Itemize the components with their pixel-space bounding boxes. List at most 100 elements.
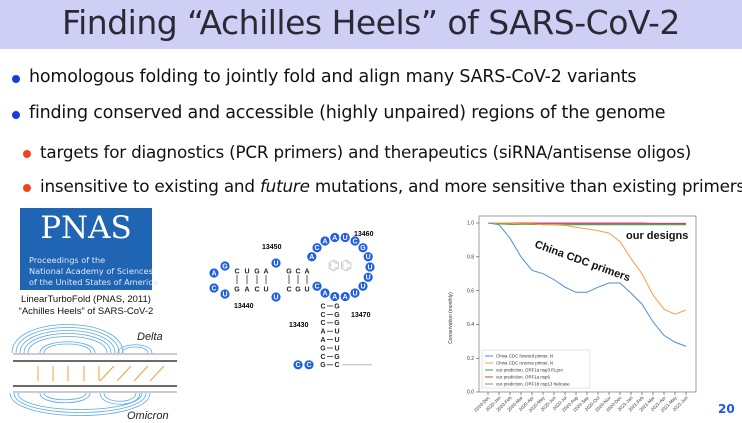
nucleotide-C: C [254, 286, 259, 293]
nucleotide-U: U [244, 268, 249, 275]
nucleotide-C: C [352, 238, 357, 245]
unpaired-nucleotide-circle [358, 243, 368, 253]
nucleotide-A: A [322, 238, 327, 245]
bullet-4-emphasis: future [259, 176, 310, 196]
pnas-logo-text: PNAS [40, 210, 132, 246]
nucleotide-A: A [320, 337, 325, 344]
nucleotide-G: G [334, 312, 340, 319]
nucleotide-A: A [343, 294, 348, 301]
unpaired-nucleotide-circle [271, 258, 281, 268]
unpaired-nucleotide-circle [293, 360, 303, 370]
unpaired-nucleotide-circle [307, 252, 317, 262]
label-13460: 13460 [354, 231, 374, 238]
nucleotide-U: U [343, 235, 348, 242]
nucleotide-A: A [322, 290, 327, 297]
nucleotide-G: G [254, 268, 260, 275]
legend-entry: our prediction, ORF1a nsp3 PLpro [496, 368, 563, 373]
nucleotide-U: U [334, 329, 339, 336]
omicron-label: Omicron [127, 410, 169, 422]
series-line-our-prediction-orf1a-nsp3-plpro [487, 222, 686, 226]
nucleotide-C: C [320, 354, 325, 361]
legend-entry: China CDC forword primer, N [496, 354, 553, 359]
label-13430: 13430 [289, 322, 309, 329]
y-tick-label: 0.0 [467, 390, 474, 396]
bullet-dot [12, 111, 20, 119]
unpaired-nucleotide-circle [220, 261, 230, 271]
bullet-1: homologous folding to jointly fold and a… [29, 67, 637, 87]
nucleotide-U: U [273, 294, 278, 301]
unpaired-nucleotide-circle [312, 281, 322, 291]
nucleotide-C: C [320, 303, 325, 310]
pnas-subtitle-line: of the United States of America [29, 277, 158, 287]
nucleotide-G: G [334, 354, 340, 361]
unpaired-nucleotide-circle [350, 288, 360, 298]
nucleotide-A: A [309, 254, 314, 261]
nucleotide-G: G [320, 362, 326, 369]
y-tick-label: 0.6 [467, 288, 474, 294]
nucleotide-G: G [234, 286, 240, 293]
y-tick-label: 0.2 [467, 356, 474, 362]
unpaired-nucleotide-circle [312, 243, 322, 253]
series-line-china-cdc-forword-primer-n [487, 222, 687, 347]
nucleotide-U: U [366, 275, 371, 282]
nucleotide-G: G [334, 303, 340, 310]
label-13440: 13440 [234, 303, 254, 310]
legend-entry: China CDC reverse primer, N [496, 361, 553, 366]
nucleotide-G: G [360, 245, 366, 252]
bullet-4-post: mutations, and more sensitive than exist… [309, 176, 742, 196]
pnas-subtitle-line: National Academy of Sciences [29, 266, 153, 276]
nucleotide-U: U [352, 290, 357, 297]
unpaired-nucleotide-circle [209, 268, 219, 278]
unpaired-nucleotide-circle [220, 289, 230, 299]
nucleotide-A: A [332, 294, 337, 301]
nucleotide-G: G [295, 286, 301, 293]
bullet-dot [12, 75, 20, 83]
unpaired-nucleotide-circle [363, 272, 373, 282]
legend-box [481, 349, 591, 389]
nucleotide-U: U [263, 286, 268, 293]
unpaired-nucleotide-circle [365, 262, 375, 272]
nucleotide-C: C [286, 286, 291, 293]
unpaired-nucleotide-circle [363, 252, 373, 262]
nucleotide-A: A [263, 268, 268, 275]
series-line-china-cdc-reverse-primer-n [488, 222, 687, 315]
pnas-subtitle: Proceedings of the National Academy of S… [29, 255, 158, 288]
nucleotide-U: U [334, 337, 339, 344]
nucleotide-U: U [273, 260, 278, 267]
variants-alignment-figure: Delta Omicron [9, 324, 177, 422]
nucleotide-G: G [286, 268, 292, 275]
nucleotide-U: U [360, 284, 365, 291]
unpaired-nucleotide-circle [320, 288, 330, 298]
nucleotide-C: C [211, 285, 216, 292]
nucleotide-A: A [332, 235, 337, 242]
nucleotide-C: C [234, 268, 239, 275]
pnas-caption-1: LinearTurboFold (PNAS, 2011) [21, 294, 151, 305]
nucleotide-C: C [334, 362, 339, 369]
unpaired-nucleotide-circle [209, 283, 219, 293]
bullet-dot [23, 150, 31, 158]
nucleotide-G: G [222, 263, 228, 270]
pnas-subtitle-line: Proceedings of the [29, 255, 106, 265]
unpaired-nucleotide-circle [330, 232, 340, 243]
bullet-4: insensitive to existing and future mutat… [40, 176, 742, 196]
pnas-logo: PNAS Proceedings of the National Academy… [20, 208, 158, 290]
page-number: 20 [718, 402, 735, 416]
nucleotide-C: C [295, 268, 300, 275]
conservation-chart: 0.00.20.40.60.81.02019-Dec2020-Jan2020-F… [448, 215, 697, 413]
nucleotide-U: U [367, 264, 372, 271]
slide-title: Finding “Achilles Heels” of SARS-CoV-2 [62, 3, 680, 42]
nucleotide-A: A [211, 270, 216, 277]
nucleotide-U: U [366, 254, 371, 261]
bullet-4-pre: insensitive to existing and [40, 176, 260, 196]
nucleotide-A: A [304, 268, 309, 275]
nucleotide-C: C [306, 362, 311, 369]
title-bar [0, 0, 742, 49]
unpaired-nucleotide-circle [340, 232, 350, 243]
nucleotide-A: A [244, 286, 249, 293]
bullet-3: targets for diagnostics (PCR primers) an… [40, 142, 692, 162]
unpaired-nucleotide-circle [340, 291, 350, 302]
y-axis-label: Conservation (monthly) [448, 292, 454, 344]
nucleotide-G: G [334, 320, 340, 327]
y-tick-label: 0.8 [467, 255, 474, 261]
